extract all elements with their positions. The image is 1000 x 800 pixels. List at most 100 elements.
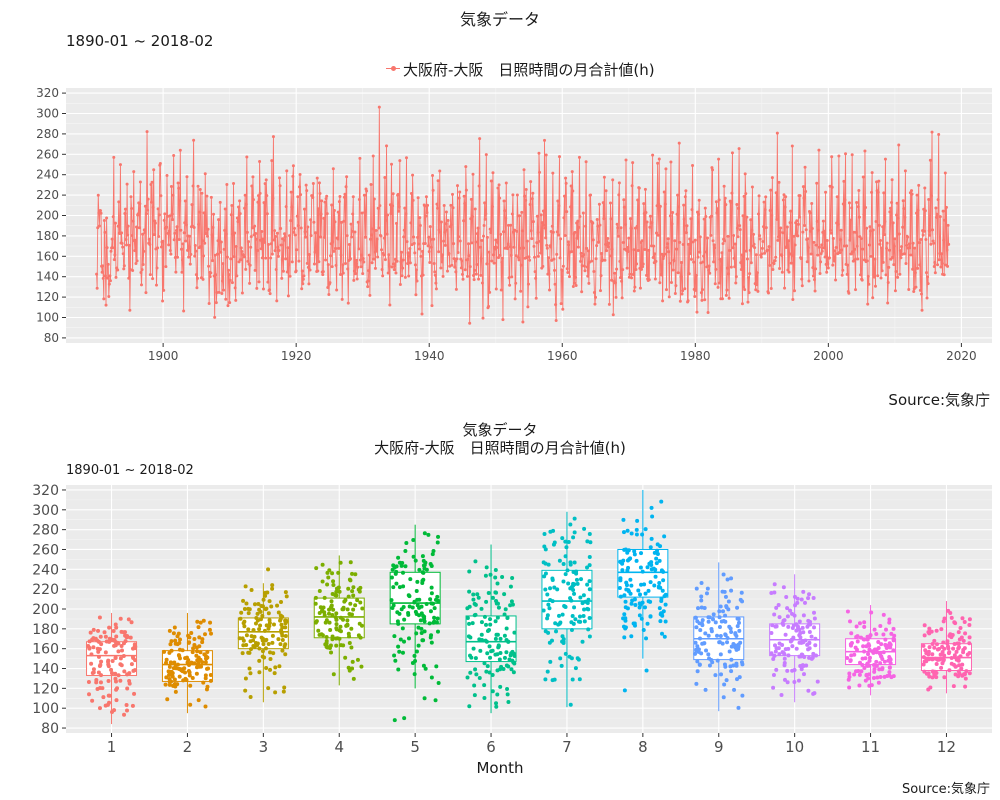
data-point xyxy=(913,271,917,275)
data-point xyxy=(431,620,436,625)
y-tick-label: 80 xyxy=(41,721,59,737)
data-point xyxy=(232,255,236,259)
data-point xyxy=(407,604,412,609)
data-point xyxy=(173,641,178,646)
data-point xyxy=(128,635,133,640)
data-point xyxy=(694,648,699,653)
data-point xyxy=(342,599,347,604)
data-point xyxy=(780,253,784,257)
data-point xyxy=(503,209,507,213)
x-tick-label: 1940 xyxy=(414,349,445,363)
data-point xyxy=(503,607,508,612)
data-point xyxy=(826,266,830,270)
data-point xyxy=(149,182,153,186)
data-point xyxy=(763,251,767,255)
data-point xyxy=(939,627,944,632)
data-point xyxy=(299,226,303,230)
data-point xyxy=(203,660,208,665)
data-point xyxy=(657,606,662,611)
data-point xyxy=(539,213,543,217)
data-point xyxy=(698,628,703,633)
data-point xyxy=(696,255,700,259)
data-point xyxy=(502,612,507,617)
data-point xyxy=(369,183,373,186)
data-point xyxy=(865,637,870,642)
data-point xyxy=(594,257,598,261)
data-point xyxy=(758,237,762,241)
data-point xyxy=(262,201,266,205)
data-point xyxy=(367,253,371,257)
data-point xyxy=(508,584,513,589)
data-point xyxy=(351,607,356,612)
data-point xyxy=(187,673,192,678)
data-point xyxy=(244,633,249,638)
data-point xyxy=(804,190,808,194)
data-point xyxy=(921,233,925,237)
data-point xyxy=(138,180,142,184)
data-point xyxy=(956,630,961,635)
data-point xyxy=(347,641,352,646)
data-point xyxy=(89,661,94,666)
data-point xyxy=(646,588,651,593)
data-point xyxy=(797,619,802,624)
data-point xyxy=(798,635,803,640)
data-point xyxy=(562,194,566,198)
data-point xyxy=(630,276,634,280)
data-point xyxy=(622,635,627,640)
data-point xyxy=(408,261,412,265)
data-point xyxy=(700,298,704,302)
data-point xyxy=(102,630,107,635)
data-point xyxy=(942,653,947,658)
data-point xyxy=(552,540,557,545)
data-point xyxy=(788,608,793,613)
data-point xyxy=(451,192,454,196)
data-point xyxy=(176,653,181,658)
data-point xyxy=(903,215,907,219)
data-point xyxy=(295,248,299,252)
data-point xyxy=(222,288,226,292)
data-point xyxy=(251,628,256,633)
data-point xyxy=(923,186,927,190)
data-point xyxy=(576,219,580,223)
data-point xyxy=(628,556,633,561)
data-point xyxy=(285,169,289,173)
data-point xyxy=(428,609,433,614)
data-point xyxy=(235,216,239,220)
data-point xyxy=(472,693,477,698)
data-point xyxy=(246,627,251,632)
data-point xyxy=(791,623,796,628)
data-point xyxy=(626,245,630,249)
y-tick-label: 260 xyxy=(32,542,59,558)
data-point xyxy=(565,568,570,573)
data-point xyxy=(332,249,336,253)
data-point xyxy=(661,609,666,614)
data-point xyxy=(394,569,399,574)
data-point xyxy=(282,685,287,690)
data-point xyxy=(484,622,488,627)
data-point xyxy=(677,205,681,209)
data-point xyxy=(839,228,843,232)
data-point xyxy=(699,291,703,295)
data-point xyxy=(137,226,141,230)
data-point xyxy=(707,264,711,268)
data-point xyxy=(327,292,331,296)
data-point xyxy=(199,245,203,249)
data-point xyxy=(177,186,181,190)
data-point xyxy=(778,267,782,271)
data-point xyxy=(297,259,301,263)
data-point xyxy=(878,661,883,666)
data-point xyxy=(812,616,817,621)
data-point xyxy=(273,249,277,253)
data-point xyxy=(624,158,628,162)
data-point xyxy=(701,288,705,292)
data-point xyxy=(419,604,424,609)
data-point xyxy=(932,673,937,678)
data-point xyxy=(337,589,342,594)
data-point xyxy=(140,268,144,272)
data-point xyxy=(411,554,416,559)
data-point xyxy=(785,245,789,248)
data-point xyxy=(498,684,503,689)
data-point xyxy=(544,153,548,157)
data-point xyxy=(794,628,799,633)
data-point xyxy=(483,217,487,221)
